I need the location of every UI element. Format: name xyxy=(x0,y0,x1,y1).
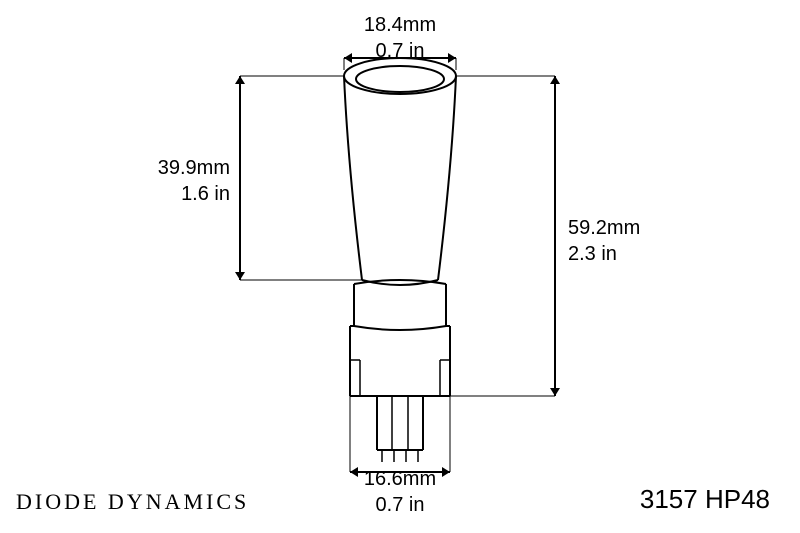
dim-top-width: 18.4mm 0.7 in xyxy=(355,12,445,64)
model-label: 3157 HP48 xyxy=(640,484,770,515)
dim-total-height: 59.2mm 2.3 in xyxy=(568,215,658,267)
dim-base-mm: 16.6mm xyxy=(364,468,436,490)
dim-body-mm: 39.9mm xyxy=(158,157,230,179)
dim-total-mm: 59.2mm xyxy=(568,217,640,239)
dim-body-in: 1.6 in xyxy=(181,183,230,205)
dim-base-in: 0.7 in xyxy=(376,494,425,516)
dim-body-height: 39.9mm 1.6 in xyxy=(140,155,230,207)
brand-label: DIODE DYNAMICS xyxy=(16,489,249,515)
bulb-drawing xyxy=(0,0,800,533)
dim-base-width: 16.6mm 0.7 in xyxy=(355,466,445,518)
dim-total-in: 2.3 in xyxy=(568,243,617,265)
diagram-canvas: 18.4mm 0.7 in 39.9mm 1.6 in 59.2mm 2.3 i… xyxy=(0,0,800,533)
dim-top-mm: 18.4mm xyxy=(364,14,436,36)
dim-top-in: 0.7 in xyxy=(376,40,425,62)
